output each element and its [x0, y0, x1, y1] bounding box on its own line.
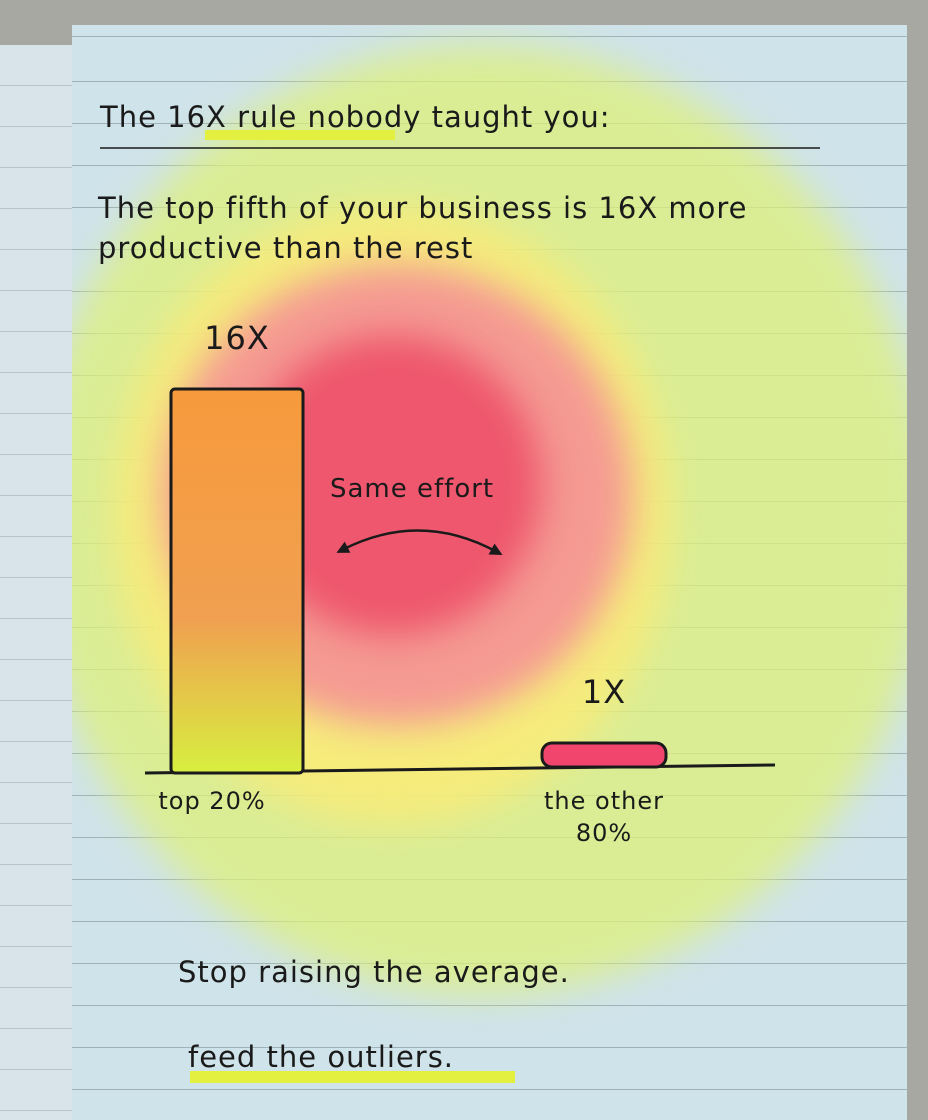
title: The 16X rule nobody taught you:	[100, 100, 611, 134]
bar	[540, 741, 668, 769]
footer-line: feed the outliers.	[188, 1040, 455, 1074]
value-label: 1X	[581, 673, 627, 711]
annotation: Same effort	[330, 474, 495, 504]
category-label: top 20%	[158, 787, 266, 815]
bar	[169, 387, 305, 775]
left-page	[0, 45, 72, 1120]
category-label: the other 80%	[544, 787, 664, 847]
arrow	[336, 529, 503, 555]
value-label: 16X	[204, 319, 270, 357]
subtitle: The top fifth of your business is 16X mo…	[98, 191, 748, 265]
footer-line: Stop raising the average.	[178, 955, 570, 989]
